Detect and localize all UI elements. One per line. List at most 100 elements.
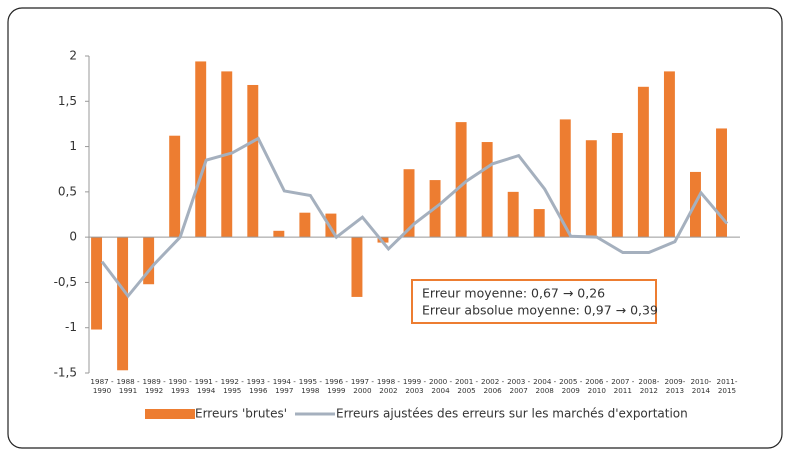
x-tick-label: 2007 -2011	[611, 377, 635, 395]
legend-label: Erreurs ajustées des erreurs sur les mar…	[336, 407, 688, 421]
bar	[455, 122, 467, 238]
x-tick-line: 1989 -	[143, 377, 167, 386]
x-tick-line: 1990	[93, 386, 112, 395]
x-tick-line: 2007	[510, 386, 528, 395]
x-tick-line: 2005	[457, 386, 475, 395]
bar	[533, 209, 545, 238]
x-tick-label: 2009-2013	[664, 377, 685, 395]
x-tick-line: 2006	[483, 386, 502, 395]
x-tick-label: 2008-2012	[638, 377, 659, 395]
x-tick-line: 2009-	[664, 377, 685, 386]
x-tick-line: 1988 -	[116, 377, 140, 386]
bar	[377, 237, 389, 243]
annotation: Erreur moyenne: 0,67 → 0,26	[422, 286, 605, 301]
x-tick-label: 1991 -1994	[195, 377, 219, 395]
x-tick-line: 2001 -	[455, 377, 479, 386]
x-tick-label: 1998 -2002	[377, 377, 401, 395]
x-tick-line: 1994 -	[273, 377, 297, 386]
line	[100, 136, 729, 299]
x-tick-line: 1996 -	[325, 377, 349, 386]
x-tick-label: 2000 -2004	[429, 377, 453, 395]
bar	[169, 135, 181, 238]
x-tick-line: 1991	[119, 386, 137, 395]
y-tick-label: -0,5	[54, 275, 77, 289]
x-tick-label: 1987 -1990	[90, 377, 114, 395]
bar	[351, 237, 363, 297]
x-tick-line: 2010	[588, 386, 607, 395]
x-tick-line: 2002	[379, 386, 397, 395]
x-tick-line: 2000	[353, 386, 372, 395]
bar	[585, 140, 597, 238]
x-tick-label: 2001 -2005	[455, 377, 479, 395]
x-tick-line: 2011	[614, 386, 632, 395]
x-tick-line: 1992 -	[221, 377, 245, 386]
x-tick-line: 2003 -	[507, 377, 531, 386]
x-tick-line: 2014	[692, 386, 711, 395]
bar	[143, 237, 155, 285]
x-tick-line: 2000 -	[429, 377, 453, 386]
legend-label: Erreurs 'brutes'	[195, 407, 287, 421]
x-tick-line: 1999 -	[403, 377, 427, 386]
annotation: Erreur absolue moyenne: 0,97 → 0,39	[422, 303, 658, 318]
x-tick-line: 1999	[327, 386, 346, 395]
x-tick-line: 1994	[197, 386, 216, 395]
x-tick-line: 2002 -	[481, 377, 505, 386]
y-tick-label: 0,5	[58, 184, 77, 198]
x-tick-line: 1993 -	[247, 377, 271, 386]
bar	[299, 212, 311, 238]
y-tick-label: 1,5	[58, 94, 77, 108]
x-tick-line: 2007 -	[611, 377, 635, 386]
x-tick-line: 1995	[223, 386, 241, 395]
x-tick-line: 2008-	[638, 377, 659, 386]
y-tick-label: -1	[65, 320, 77, 334]
bar	[637, 86, 649, 238]
x-tick-line: 2015	[718, 386, 736, 395]
bar	[611, 132, 623, 238]
x-tick-label: 1992 -1995	[221, 377, 245, 395]
bar	[507, 191, 519, 238]
x-tick-label: 1995 -1998	[299, 377, 323, 395]
x-tick-line: 1993	[171, 386, 189, 395]
y-tick-label: 2	[69, 49, 77, 63]
x-tick-line: 2010-	[690, 377, 711, 386]
x-tick-label: 1988 -1991	[116, 377, 140, 395]
y-tick-label: 0	[69, 230, 77, 244]
x-tick-line: 2003	[405, 386, 423, 395]
annotation-box	[411, 279, 657, 324]
x-tick-label: 2011-2015	[717, 377, 738, 395]
x-tick-line: 1997 -	[351, 377, 375, 386]
x-tick-line: 1991 -	[195, 377, 219, 386]
x-tick-line: 1997	[275, 386, 293, 395]
x-tick-label: 1999 -2003	[403, 377, 427, 395]
bar	[403, 169, 415, 238]
x-tick-line: 2008	[536, 386, 555, 395]
x-tick-label: 1993 -1996	[247, 377, 271, 395]
bar	[91, 237, 103, 330]
bar	[716, 128, 727, 238]
x-tick-label: 2005 -2009	[559, 377, 583, 395]
x-tick-line: 2009	[562, 386, 581, 395]
bar	[325, 213, 337, 238]
bar	[559, 119, 571, 238]
y-tick-label: 1	[69, 139, 77, 153]
bar	[195, 61, 207, 238]
x-tick-line: 1990 -	[169, 377, 193, 386]
x-tick-line: 2004	[431, 386, 450, 395]
x-tick-line: 1987 -	[90, 377, 114, 386]
x-tick-label: 2006 -2010	[585, 377, 609, 395]
bar	[117, 237, 129, 371]
bar	[247, 84, 259, 238]
bar	[663, 71, 675, 238]
x-tick-line: 1995 -	[299, 377, 323, 386]
x-tick-label: 1996 -1999	[325, 377, 349, 395]
x-tick-label: 1989 -1992	[143, 377, 167, 395]
bar	[273, 230, 285, 238]
x-tick-line: 2011-	[717, 377, 738, 386]
x-tick-line: 2005 -	[559, 377, 583, 386]
x-tick-label: 2004 -2008	[533, 377, 557, 395]
x-tick-line: 1992	[145, 386, 163, 395]
x-tick-line: 2013	[666, 386, 684, 395]
x-tick-label: 1994 -1997	[273, 377, 297, 395]
